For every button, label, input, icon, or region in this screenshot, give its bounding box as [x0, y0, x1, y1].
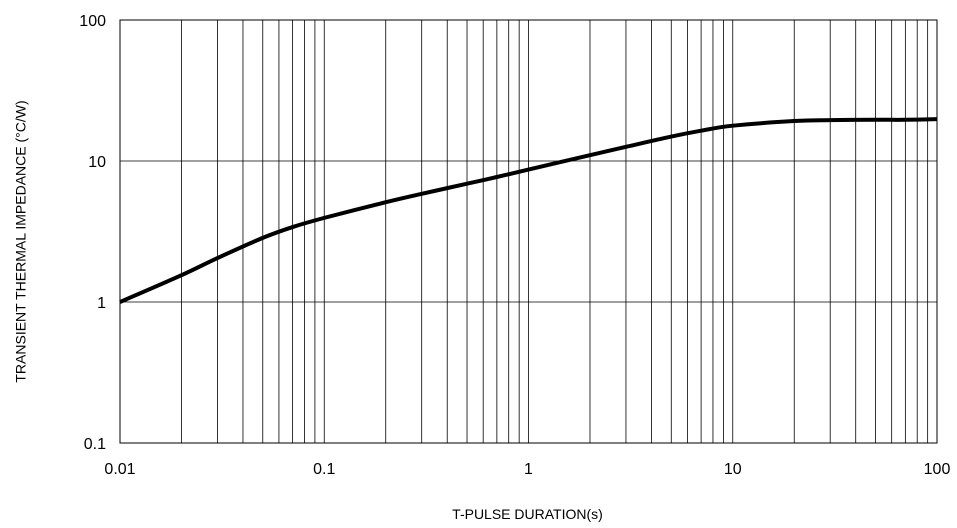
x-axis-title: T-PULSE DURATION(s)	[452, 506, 603, 522]
series-line	[119, 117, 938, 304]
x-tick-label: 10	[724, 461, 742, 478]
y-axis-title: TRANSIENT THERMAL IMPEDANCE (°C/W)	[13, 100, 29, 382]
x-tick-label: 0.1	[313, 461, 335, 478]
y-tick-label: 10	[88, 154, 106, 171]
y-tick-label: 1	[97, 295, 106, 312]
x-tick-labels: 0.01 0.1 1 10 100	[104, 461, 950, 478]
y-tick-labels: 100 10 1 0.1	[79, 13, 106, 453]
y-tick-label: 0.1	[84, 436, 106, 453]
x-tick-label: 1	[524, 461, 533, 478]
plot-frame	[119, 19, 938, 444]
x-tick-label: 0.01	[104, 461, 135, 478]
x-tick-label: 100	[924, 461, 951, 478]
y-tick-label: 100	[79, 13, 106, 30]
series-curves	[119, 117, 938, 304]
grid-lines	[120, 20, 937, 443]
